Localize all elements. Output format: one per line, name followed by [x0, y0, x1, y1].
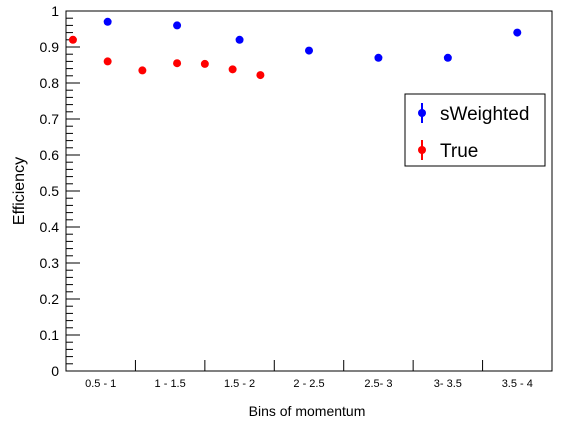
data-point-sweighted [374, 53, 383, 62]
y-tick-label: 0.9 [40, 39, 60, 55]
x-tick-label: 1.5 - 2 [224, 378, 255, 390]
x-axis-title: Bins of momentum [249, 403, 366, 419]
data-point-true [200, 59, 209, 68]
y-tick-label: 0.1 [40, 327, 60, 343]
y-axis-title: Efficiency [11, 157, 28, 225]
y-tick-label: 0.7 [40, 111, 60, 127]
x-tick-label: 2.5- 3 [364, 378, 392, 390]
y-tick-label: 0.2 [40, 291, 60, 307]
data-point-true [256, 71, 265, 80]
y-tick-label: 0.8 [40, 75, 60, 91]
legend-marker-sweighted [418, 109, 426, 117]
data-point-true [68, 35, 77, 44]
legend-label-true: True [440, 141, 478, 162]
x-tick-label: 3.5 - 4 [502, 378, 533, 390]
y-tick-label: 0.3 [40, 255, 60, 271]
data-point-sweighted [235, 35, 244, 44]
legend-box [404, 93, 546, 167]
data-point-sweighted [305, 46, 313, 55]
data-point-sweighted [443, 53, 452, 62]
y-tick-label: 0.4 [40, 219, 60, 235]
x-tick-label: 3- 3.5 [434, 378, 462, 390]
data-point-sweighted [513, 28, 522, 37]
data-point-sweighted [103, 17, 112, 26]
x-tick-label: 0.5 - 1 [85, 378, 116, 390]
data-point-true [173, 59, 182, 68]
y-tick-label: 0 [51, 363, 59, 379]
data-point-true [103, 57, 112, 66]
y-tick-label: 0.5 [40, 183, 60, 199]
x-tick-label: 1 - 1.5 [155, 378, 186, 390]
y-tick-label: 1 [51, 3, 59, 19]
x-tick-label: 2 - 2.5 [293, 378, 324, 390]
legend-marker-true [418, 146, 426, 154]
y-tick-label: 0.6 [40, 147, 60, 163]
data-point-sweighted [173, 21, 182, 30]
data-point-true [228, 65, 237, 74]
data-point-true [138, 66, 147, 75]
legend-label-sweighted: sWeighted [440, 104, 529, 125]
